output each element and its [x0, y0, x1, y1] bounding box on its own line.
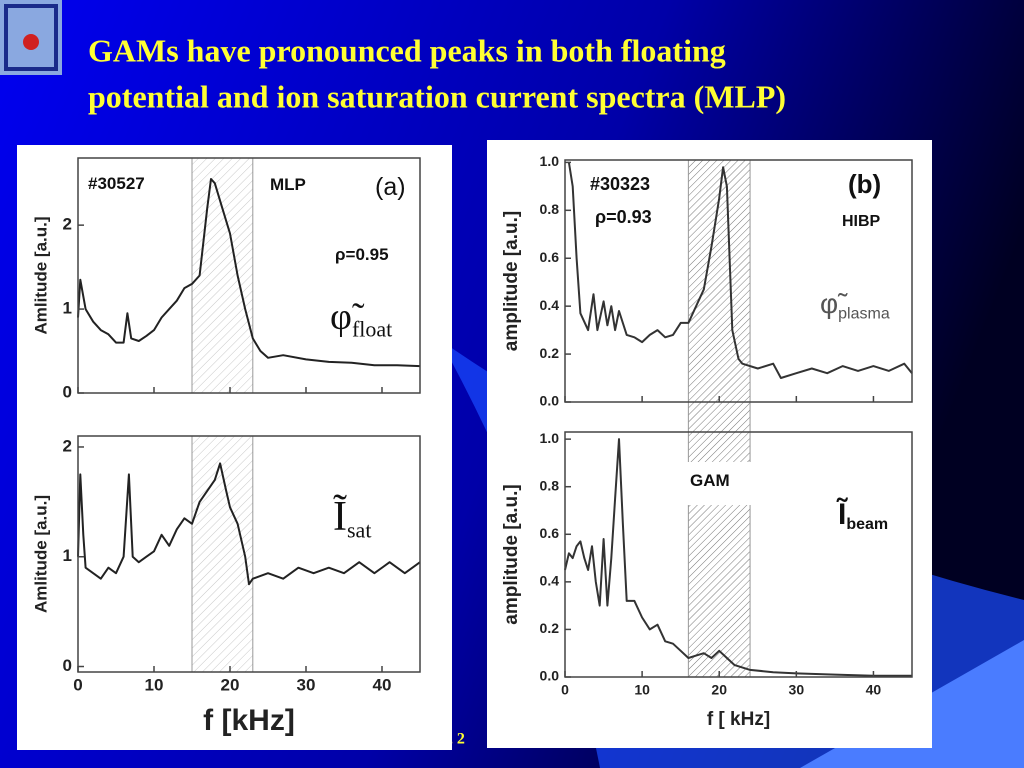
plot-frame: [564, 159, 913, 403]
annotation-subscript: beam: [846, 516, 888, 533]
annotation: #30323: [590, 174, 650, 194]
y-tick-label: 0.0: [540, 393, 560, 409]
y-axis-label: amplitude [a.u.]: [501, 484, 522, 624]
y-tick-label: 0: [63, 382, 72, 401]
y-tick-label: 2: [63, 215, 72, 234]
highlight-band: [687, 159, 751, 433]
y-tick-label: 0.6: [540, 249, 560, 265]
annotation-text: Ĩ: [836, 497, 848, 531]
plot-frame: [564, 431, 913, 678]
y-tick-label: 0.6: [540, 525, 560, 541]
y-tick-label: 0.4: [540, 297, 560, 313]
y-tick-label: 1.0: [540, 153, 560, 169]
annotation: ρ=0.95: [335, 245, 389, 264]
y-axis-label: Amlitude [a.u.]: [31, 216, 50, 334]
annotation: φ̃plasma: [820, 288, 890, 322]
x-tick-label: 20: [221, 675, 240, 694]
x-tick-label: 10: [145, 675, 164, 694]
annotation: MLP: [270, 175, 306, 194]
x-tick-label: 20: [711, 682, 727, 698]
y-tick-label: 1.0: [540, 430, 560, 446]
x-tick-label: 40: [866, 682, 882, 698]
annotation-subscript: float: [352, 316, 392, 341]
title-line: GAMs have pronounced peaks in both float…: [88, 32, 726, 68]
title-line: potential and ion saturation current spe…: [88, 78, 786, 114]
annotation: Ĩbeam: [836, 497, 888, 533]
annotation-subscript: sat: [347, 518, 371, 543]
spectrum-line: [564, 438, 912, 677]
spectrum-line: [77, 462, 421, 586]
y-tick-label: 0: [63, 656, 72, 675]
y-axis-label: Amlitude [a.u.]: [31, 495, 50, 613]
annotation: Ĩsat: [333, 494, 371, 543]
annotation: GAM: [690, 471, 730, 490]
annotation-text: ρ=0.93: [595, 207, 652, 227]
highlight-band: [191, 157, 254, 394]
y-tick-label: 0.2: [540, 345, 560, 361]
annotation: ρ=0.93: [595, 207, 652, 227]
y-tick-label: 1: [63, 299, 72, 318]
x-tick-label: 10: [634, 682, 650, 698]
y-tick-label: 2: [63, 436, 72, 455]
annotation-subscript: plasma: [838, 306, 890, 323]
x-tick-label: 30: [297, 675, 316, 694]
annotation-text: (a): [375, 173, 406, 201]
y-tick-label: 0.4: [540, 573, 560, 589]
y-tick-label: 1: [63, 546, 72, 565]
y-tick-label: 0.2: [540, 620, 560, 636]
spectrum-line: [77, 178, 421, 368]
annotation-text: ρ=0.95: [335, 245, 389, 264]
logo: [0, 0, 62, 75]
annotation-text: (b): [848, 169, 881, 199]
x-tick-label: 0: [561, 682, 569, 698]
label-gap: [687, 462, 752, 505]
annotation-text: MLP: [270, 175, 306, 194]
annotation: (a): [375, 173, 406, 201]
x-tick-label: 40: [373, 675, 392, 694]
y-axis-label: amplitude [a.u.]: [501, 211, 522, 351]
plot-frame: [77, 435, 421, 673]
spectrum-line: [567, 162, 913, 379]
annotation-text: GAM: [690, 471, 730, 490]
annotation-text: HIBP: [842, 213, 881, 230]
annotation-text: Ĩ: [333, 494, 347, 540]
y-tick-label: 0.8: [540, 201, 560, 217]
y-tick-label: 0.8: [540, 477, 560, 493]
x-tick-label: 0: [73, 675, 82, 694]
annotation-text: #30527: [88, 174, 145, 193]
x-axis-label: f [ kHz]: [707, 709, 770, 730]
x-tick-label: 30: [789, 682, 805, 698]
annotation: #30527: [88, 174, 145, 193]
plot-frame: [77, 157, 421, 394]
x-axis-label: f [kHz]: [203, 704, 295, 737]
annotation-text: #30323: [590, 174, 650, 194]
annotation: HIBP: [842, 213, 881, 230]
annotation: (b): [848, 169, 881, 199]
y-tick-label: 0.0: [540, 668, 560, 684]
